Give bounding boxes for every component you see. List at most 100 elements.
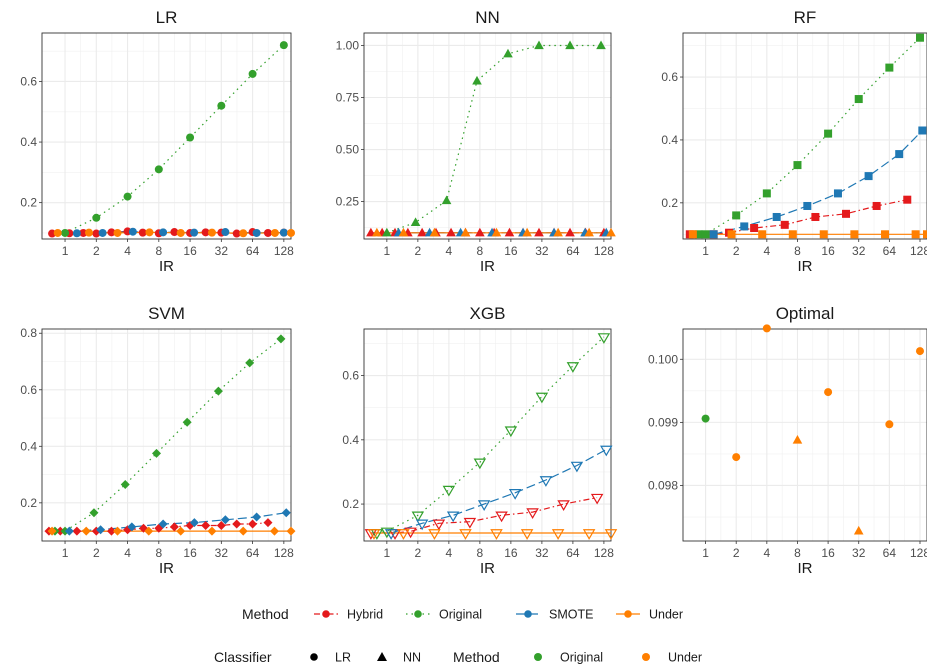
data-point-under xyxy=(270,228,279,237)
data-point-original xyxy=(762,189,771,198)
data-point-smote xyxy=(740,222,749,231)
x-tick-label: 2 xyxy=(415,244,422,258)
panel-background xyxy=(42,33,291,239)
x-tick-label: 128 xyxy=(594,244,614,258)
data-point-under xyxy=(727,230,736,239)
data-point-hybrid xyxy=(750,223,759,232)
y-tick-label: 1.00 xyxy=(336,38,360,52)
data-point-under xyxy=(239,229,248,238)
data-point-smote xyxy=(281,508,291,518)
x-tick-label: 32 xyxy=(535,244,549,258)
data-point-under xyxy=(287,228,295,237)
data-point-original xyxy=(854,95,863,104)
y-tick-label: 0.100 xyxy=(648,352,678,366)
x-tick-label: 16 xyxy=(183,546,197,560)
data-point-original xyxy=(441,195,452,205)
data-point-under xyxy=(176,526,186,536)
x-tick-label: 8 xyxy=(155,546,162,560)
y-tick-label: 0.4 xyxy=(661,133,678,147)
data-point-under xyxy=(367,529,381,540)
y-tick-label: 0.25 xyxy=(336,195,360,209)
x-tick-label: 8 xyxy=(155,244,162,258)
x-tick-label: 1 xyxy=(702,546,709,560)
data-point-original xyxy=(123,192,132,201)
data-point-under xyxy=(885,420,894,429)
data-point-smote xyxy=(384,529,398,540)
data-point-original xyxy=(276,334,286,344)
y-tick-label: 0.4 xyxy=(20,135,37,149)
data-point-under xyxy=(604,529,618,540)
panel-background xyxy=(683,329,927,541)
data-point-original xyxy=(380,527,394,539)
x-tick-label: 32 xyxy=(215,546,229,560)
legend-item-label: SMOTE xyxy=(549,608,593,622)
panel-title: RF xyxy=(794,8,817,27)
data-point-original xyxy=(885,63,894,72)
x-tick-label: 4 xyxy=(763,244,770,258)
data-point-under xyxy=(923,230,927,239)
x-tick-label: 16 xyxy=(504,244,518,258)
data-point-original xyxy=(186,133,195,142)
data-point-hybrid xyxy=(565,227,575,237)
x-tick-label: 128 xyxy=(274,546,294,560)
data-point-smote xyxy=(508,489,522,500)
x-tick-label: 4 xyxy=(446,244,453,258)
data-point-hybrid xyxy=(72,526,82,536)
data-point-original xyxy=(154,165,163,174)
data-point-smote xyxy=(803,201,812,210)
data-point-original xyxy=(824,129,833,138)
data-point-hybrid xyxy=(263,518,273,528)
y-tick-label: 0.75 xyxy=(336,91,360,105)
x-tick-label: 64 xyxy=(246,546,260,560)
data-point-under xyxy=(429,227,440,237)
data-point-smote xyxy=(279,228,288,237)
data-point-original xyxy=(410,217,421,226)
data-point-original xyxy=(442,485,456,497)
x-axis-label: IR xyxy=(798,258,813,275)
panel-background xyxy=(364,33,611,239)
data-point-smote xyxy=(709,230,718,239)
x-tick-label: 64 xyxy=(883,244,897,258)
data-point-original xyxy=(915,33,924,42)
x-tick-label: 2 xyxy=(93,546,100,560)
data-point-hybrid xyxy=(534,227,544,237)
data-point-under xyxy=(269,526,279,536)
data-point-hybrid xyxy=(170,228,179,237)
y-tick-label: 0.6 xyxy=(20,74,37,88)
data-point-original xyxy=(245,358,255,368)
data-point-under xyxy=(584,227,594,237)
data-point-smote xyxy=(252,512,262,522)
data-point-hybrid xyxy=(504,227,515,237)
data-point-original xyxy=(596,40,606,50)
data-point-smote xyxy=(127,522,137,532)
panel-nn: 0.25 0.50 0.75 1.00 1 2 4 8 16 32 64 128 NN IR xyxy=(336,8,616,275)
panel-background xyxy=(364,329,611,541)
data-point-original xyxy=(61,228,70,237)
data-point-original xyxy=(411,511,425,523)
legend-key-point xyxy=(414,610,422,618)
legend-key-point xyxy=(310,653,318,661)
legend-title: Classifier xyxy=(214,649,272,665)
panel-border xyxy=(682,32,927,240)
data-point-under xyxy=(459,529,472,540)
data-point-hybrid xyxy=(201,228,210,237)
data-point-smote xyxy=(600,445,613,457)
data-point-under xyxy=(207,526,217,536)
panel-title: XGB xyxy=(470,304,506,323)
legend-title: Method xyxy=(242,606,289,622)
data-point-hybrid xyxy=(107,228,116,237)
legend-item-label: Original xyxy=(439,608,482,622)
data-point-under xyxy=(176,228,185,237)
x-tick-label: 2 xyxy=(415,546,422,560)
panel-title: Optimal xyxy=(776,304,835,323)
y-tick-label: 0.2 xyxy=(661,196,678,210)
data-point-under xyxy=(144,526,154,536)
data-point-under xyxy=(758,230,767,239)
data-point-under xyxy=(207,228,216,237)
y-tick-label: 0.098 xyxy=(648,478,678,492)
data-point-smote xyxy=(189,518,199,528)
data-point-under xyxy=(145,228,154,237)
data-point-smote xyxy=(918,126,927,135)
x-tick-label: 4 xyxy=(124,244,131,258)
series-line-original xyxy=(376,336,605,534)
